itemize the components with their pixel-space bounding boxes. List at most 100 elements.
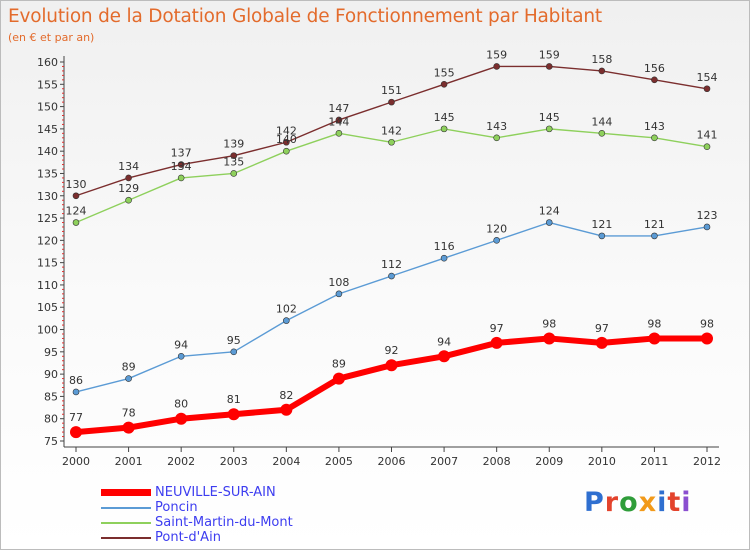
data-label: 124: [539, 205, 560, 218]
data-label: 89: [122, 361, 136, 374]
data-point: [388, 272, 395, 280]
data-point: [385, 359, 398, 372]
data-label: 135: [223, 155, 244, 168]
legend-label-neuville: NEUVILLE-SUR-AIN: [155, 485, 276, 500]
chart-subtitle: (en € et par an): [8, 31, 95, 44]
data-point: [72, 192, 80, 200]
data-point: [701, 332, 713, 345]
logo-letter: o: [619, 487, 639, 518]
data-point: [280, 403, 293, 416]
data-point: [598, 130, 606, 137]
data-point: [598, 67, 606, 75]
legend-swatch-poncin: [101, 507, 151, 509]
data-label: 151: [381, 84, 402, 97]
data-label: 94: [174, 338, 188, 351]
legend-item-neuville: NEUVILLE-SUR-AIN: [101, 485, 431, 500]
data-point: [122, 421, 135, 434]
data-point: [227, 408, 240, 421]
data-label: 108: [328, 276, 349, 289]
y-tick-label: 95: [44, 346, 58, 359]
logo-letter: i: [681, 487, 692, 518]
y-tick-label: 80: [44, 413, 58, 426]
data-label: 145: [539, 111, 560, 124]
x-tick-label: 2002: [167, 455, 195, 468]
data-label: 89: [332, 358, 346, 371]
data-label: 97: [490, 322, 504, 335]
data-label: 94: [437, 335, 451, 348]
data-point: [72, 388, 80, 396]
data-label: 124: [66, 205, 87, 218]
data-label: 116: [434, 240, 455, 253]
data-point: [175, 412, 188, 425]
data-point: [703, 85, 711, 93]
data-label: 158: [591, 53, 612, 66]
data-point: [283, 147, 290, 155]
data-point: [70, 426, 82, 439]
legend-item-saint-martin: Saint-Martin-du-Mont: [101, 515, 431, 530]
x-tick-label: 2004: [272, 455, 300, 468]
y-tick-label: 115: [37, 257, 58, 270]
data-point: [388, 138, 395, 146]
y-tick-label: 160: [37, 56, 58, 69]
data-point: [440, 254, 448, 262]
data-point: [493, 63, 500, 70]
y-tick-label: 85: [44, 390, 58, 403]
x-tick-label: 2000: [62, 455, 90, 468]
y-tick-label: 130: [37, 190, 58, 203]
data-label: 140: [276, 133, 297, 146]
chart-title: Evolution de la Dotation Globale de Fonc…: [8, 6, 602, 27]
data-point: [490, 336, 503, 349]
data-point: [703, 223, 711, 231]
data-point: [388, 98, 395, 106]
data-label: 120: [486, 222, 507, 235]
y-tick-label: 145: [37, 123, 58, 136]
data-label: 159: [539, 48, 560, 61]
x-tick-label: 2006: [378, 455, 406, 468]
data-label: 159: [486, 48, 507, 61]
legend-swatch-saint-martin: [101, 522, 151, 524]
data-point: [335, 290, 343, 298]
data-point: [595, 336, 608, 349]
data-label: 86: [69, 374, 83, 387]
data-label: 139: [223, 138, 244, 151]
logo-letter: P: [584, 487, 605, 518]
legend-label-pont-d-ain: Pont-d'Ain: [155, 530, 221, 545]
x-tick-label: 2001: [115, 455, 143, 468]
data-label: 112: [381, 258, 402, 271]
data-point: [493, 134, 500, 142]
legend-item-poncin: Poncin: [101, 500, 431, 515]
data-label: 145: [434, 111, 455, 124]
x-tick-label: 2008: [483, 455, 511, 468]
data-label: 102: [276, 303, 297, 316]
data-label: 134: [118, 160, 139, 173]
data-label: 121: [591, 218, 612, 231]
y-tick-label: 135: [37, 167, 58, 180]
data-label: 144: [591, 115, 612, 128]
data-point: [493, 237, 500, 244]
data-point: [177, 352, 185, 360]
data-point: [335, 116, 343, 124]
legend-swatch-neuville: [101, 489, 151, 496]
x-tick-label: 2007: [430, 455, 458, 468]
data-point: [598, 232, 606, 240]
data-label: 147: [328, 102, 349, 115]
data-point: [177, 161, 185, 168]
data-label: 129: [118, 182, 139, 195]
y-tick-label: 155: [37, 78, 58, 91]
data-label: 141: [697, 129, 718, 142]
y-tick-label: 125: [37, 212, 58, 225]
data-point: [651, 134, 658, 142]
data-label: 137: [171, 147, 192, 160]
data-point: [332, 372, 345, 385]
data-point: [440, 125, 448, 133]
y-tick-label: 75: [44, 435, 58, 448]
y-tick-label: 105: [37, 301, 58, 314]
logo-letter: t: [667, 487, 682, 518]
data-label: 155: [434, 66, 455, 79]
data-label: 143: [486, 120, 507, 133]
data-point: [545, 63, 553, 70]
data-label: 80: [174, 398, 188, 411]
data-point: [125, 174, 132, 182]
